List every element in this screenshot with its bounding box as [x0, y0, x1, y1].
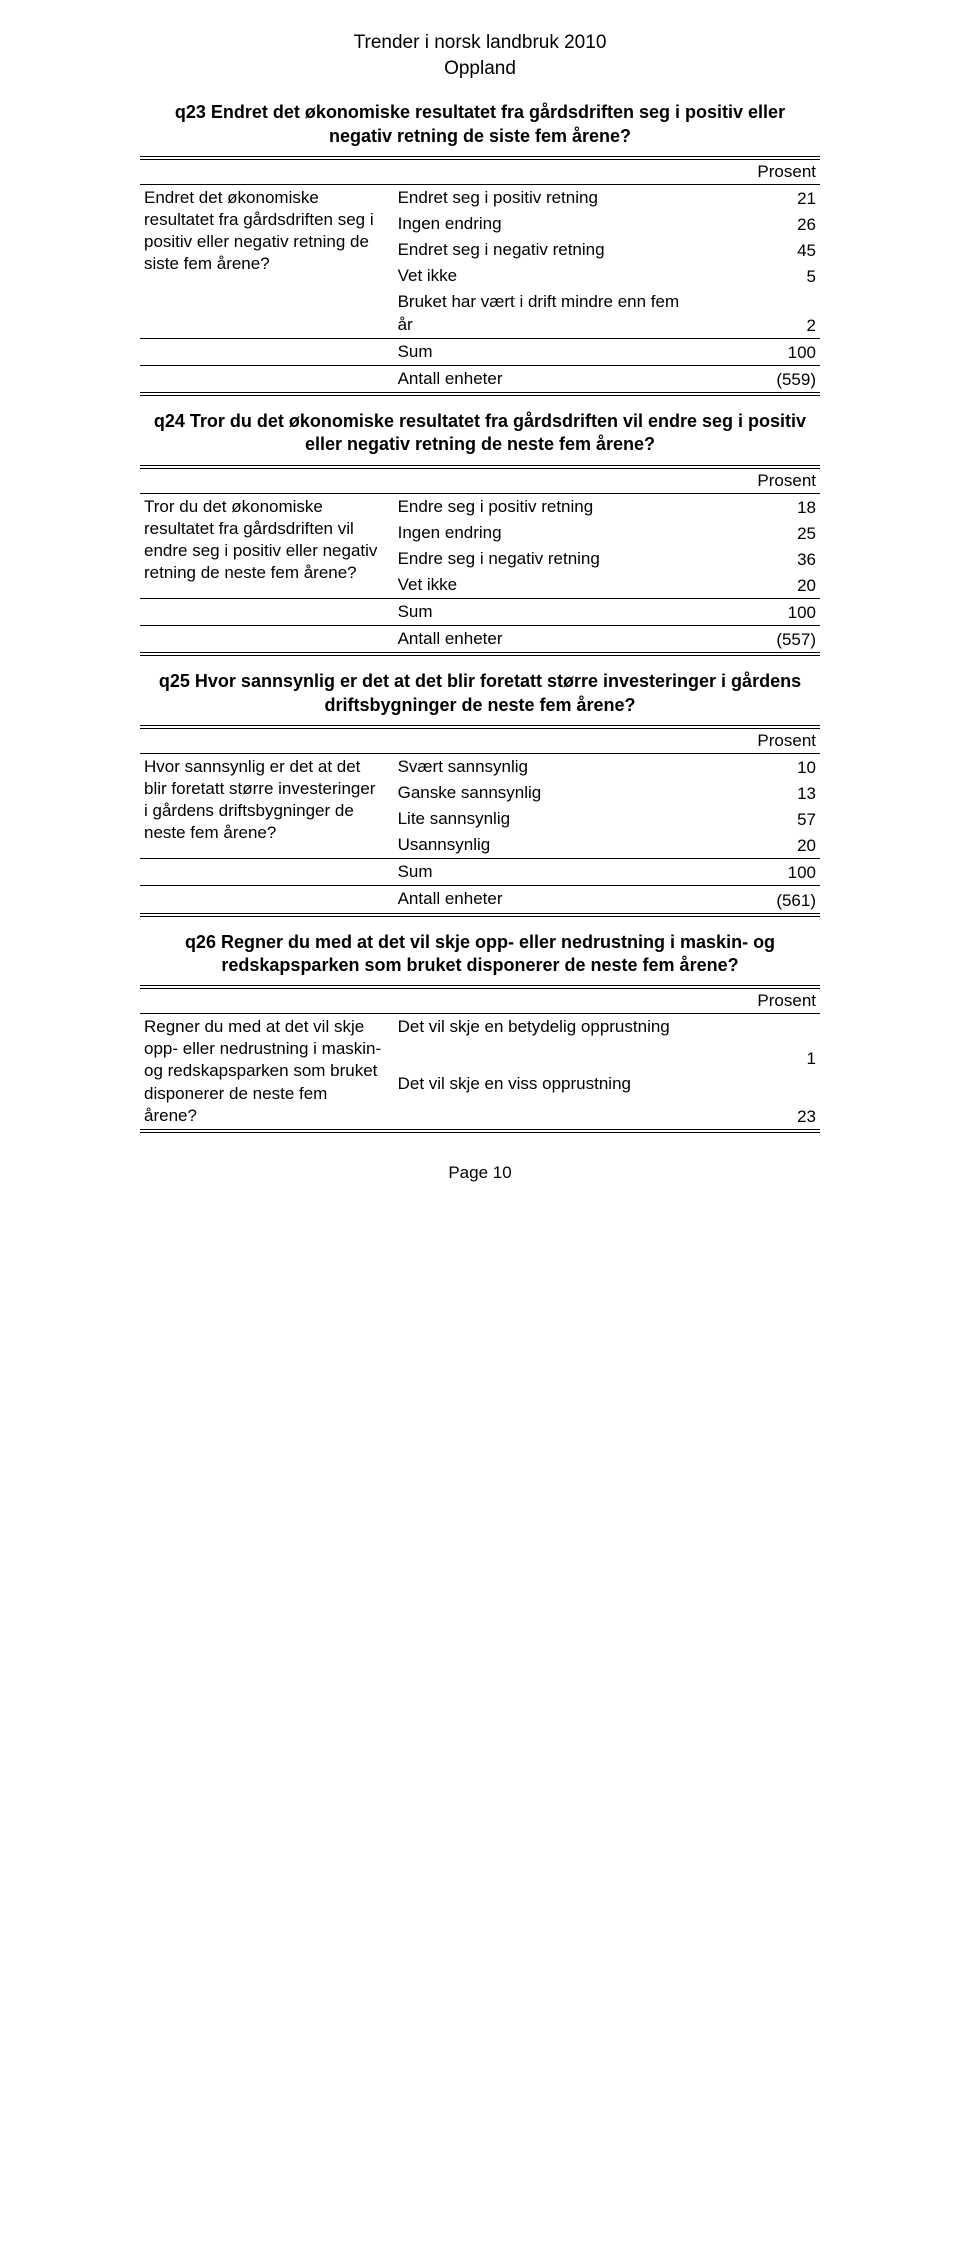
- q24-sum: 100: [691, 598, 820, 625]
- sum-label: Sum: [392, 598, 691, 625]
- q23-row-val: 45: [691, 237, 820, 263]
- antall-label: Antall enheter: [392, 886, 691, 915]
- q26-row-val: 23: [691, 1071, 820, 1131]
- q25-row-val: 10: [691, 753, 820, 780]
- q24-antall: (557): [691, 626, 820, 655]
- q24-title: q24 Tror du det økonomiske resultatet fr…: [140, 410, 820, 457]
- page-number: Page 10: [140, 1163, 820, 1183]
- header-line2: Oppland: [140, 56, 820, 82]
- q26-left-text: Regner du med at det vil skje opp- eller…: [140, 1014, 392, 1131]
- header-line1: Trender i norsk landbruk 2010: [140, 30, 820, 56]
- q23-row-label: Vet ikke: [392, 263, 691, 289]
- prosent-header: Prosent: [140, 987, 820, 1014]
- document-header: Trender i norsk landbruk 2010 Oppland: [140, 30, 820, 81]
- q24-row-val: 18: [691, 493, 820, 520]
- q26-row-label: Det vil skje en viss opprustning: [392, 1071, 691, 1131]
- q26-row-val: 1: [691, 1014, 820, 1071]
- q24-row-label: Ingen endring: [392, 520, 691, 546]
- q25-row-label: Ganske sannsynlig: [392, 780, 691, 806]
- q24-row-label: Endre seg i positiv retning: [392, 493, 691, 520]
- q25-title: q25 Hvor sannsynlig er det at det blir f…: [140, 670, 820, 717]
- q24-left-text: Tror du det økonomiske resultatet fra gå…: [140, 493, 392, 598]
- q23-row-val: 26: [691, 211, 820, 237]
- prosent-header: Prosent: [140, 467, 820, 494]
- q23-table: Prosent Endret det økonomiske resultatet…: [140, 156, 820, 396]
- q24-row-val: 20: [691, 572, 820, 599]
- q23-row-label: Endret seg i negativ retning: [392, 237, 691, 263]
- sum-label: Sum: [392, 338, 691, 365]
- q26-table: Prosent Regner du med at det vil skje op…: [140, 985, 820, 1132]
- q24-row-val: 36: [691, 546, 820, 572]
- q23-left-text: Endret det økonomiske resultatet fra går…: [140, 185, 392, 339]
- q23-row-val: 5: [691, 263, 820, 289]
- q25-row-label: Usannsynlig: [392, 832, 691, 859]
- q25-row-val: 57: [691, 806, 820, 832]
- q23-sum: 100: [691, 338, 820, 365]
- prosent-header: Prosent: [140, 158, 820, 185]
- sum-label: Sum: [392, 859, 691, 886]
- antall-label: Antall enheter: [392, 626, 691, 655]
- q25-sum: 100: [691, 859, 820, 886]
- q24-table: Prosent Tror du det økonomiske resultate…: [140, 465, 820, 657]
- q24-row-label: Endre seg i negativ retning: [392, 546, 691, 572]
- q25-row-val: 20: [691, 832, 820, 859]
- q23-antall: (559): [691, 365, 820, 394]
- q23-row-val: 2: [691, 289, 820, 338]
- q23-row-label: Endret seg i positiv retning: [392, 185, 691, 212]
- q25-antall: (561): [691, 886, 820, 915]
- q23-row-label: Bruket har vært i drift mindre enn fem å…: [392, 289, 691, 338]
- q25-row-label: Lite sannsynlig: [392, 806, 691, 832]
- q23-title: q23 Endret det økonomiske resultatet fra…: [140, 101, 820, 148]
- q23-row-label: Ingen endring: [392, 211, 691, 237]
- q25-row-val: 13: [691, 780, 820, 806]
- q24-row-label: Vet ikke: [392, 572, 691, 599]
- q26-row-label: Det vil skje en betydelig opprustning: [392, 1014, 691, 1071]
- q24-row-val: 25: [691, 520, 820, 546]
- q26-title: q26 Regner du med at det vil skje opp- e…: [140, 931, 820, 978]
- prosent-header: Prosent: [140, 727, 820, 754]
- q25-table: Prosent Hvor sannsynlig er det at det bl…: [140, 725, 820, 917]
- q25-left-text: Hvor sannsynlig er det at det blir foret…: [140, 753, 392, 858]
- antall-label: Antall enheter: [392, 365, 691, 394]
- q23-row-val: 21: [691, 185, 820, 212]
- q25-row-label: Svært sannsynlig: [392, 753, 691, 780]
